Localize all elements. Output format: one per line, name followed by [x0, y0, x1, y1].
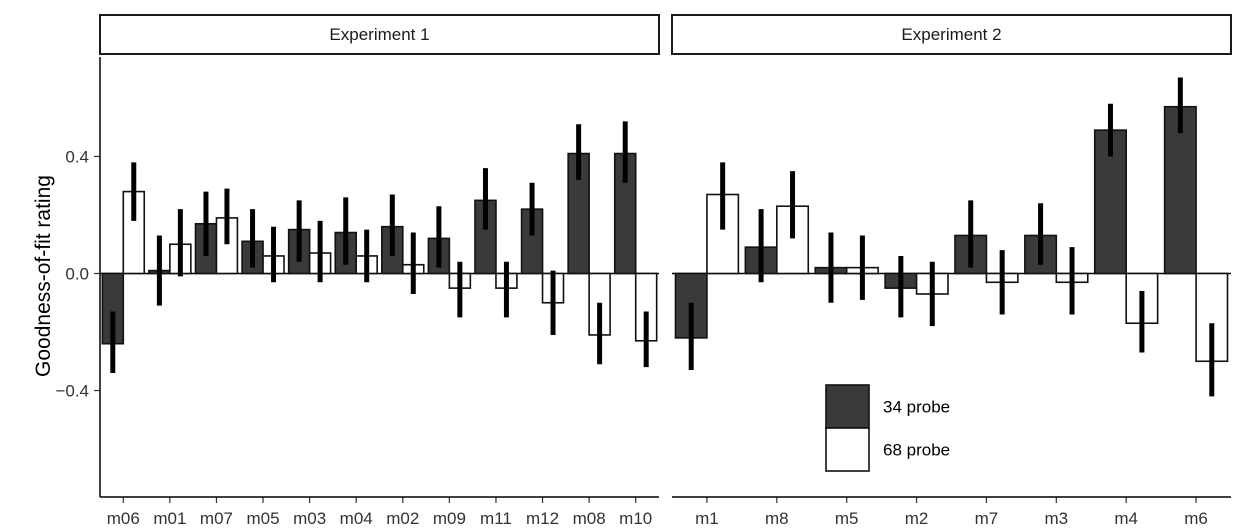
facet-strip	[671, 14, 1232, 55]
x-tick-label: m07	[200, 509, 233, 528]
legend: 34 probe 68 probe	[825, 384, 950, 472]
y-tick-label: 0.0	[65, 265, 89, 284]
plot-area: −0.4 0.0 0.4 Experiment 1 m06 m01 m07 m05 m03 m04…	[55, 14, 1232, 528]
x-tick-label: m03	[293, 509, 326, 528]
x-tick-label: m01	[153, 509, 186, 528]
x-tick-label: m4	[1114, 509, 1138, 528]
x-tick-label: m08	[573, 509, 606, 528]
x-tick-label: m2	[905, 509, 929, 528]
x-tick-label: m12	[526, 509, 559, 528]
x-tick-label: m06	[107, 509, 140, 528]
x-tick-label: m02	[386, 509, 419, 528]
x-tick-label: m7	[975, 509, 999, 528]
x-tick-label: m8	[765, 509, 789, 528]
x-tick-label: m05	[247, 509, 280, 528]
x-tick-label: m1	[695, 509, 719, 528]
x-tick-label: m09	[433, 509, 466, 528]
legend-swatch	[825, 427, 870, 472]
legend-label: 34 probe	[883, 398, 950, 417]
y-tick-label: −0.4	[55, 382, 89, 401]
x-tick-label: m04	[340, 509, 373, 528]
bar	[1163, 105, 1197, 275]
y-tick-label: 0.4	[65, 147, 89, 166]
x-tick-label: m11	[480, 509, 512, 528]
y-axis-title: Goodness-of-fit rating	[32, 175, 55, 377]
facet-title: Experiment 1	[329, 25, 429, 44]
facet-title: Experiment 2	[901, 25, 1001, 44]
x-tick-label: m10	[619, 509, 652, 528]
facet-strip	[99, 14, 660, 55]
x-tick-label: m5	[835, 509, 859, 528]
x-tick-label: m6	[1184, 509, 1208, 528]
legend-label: 68 probe	[883, 441, 950, 460]
legend-swatch	[825, 384, 870, 429]
x-tick-label: m3	[1045, 509, 1069, 528]
